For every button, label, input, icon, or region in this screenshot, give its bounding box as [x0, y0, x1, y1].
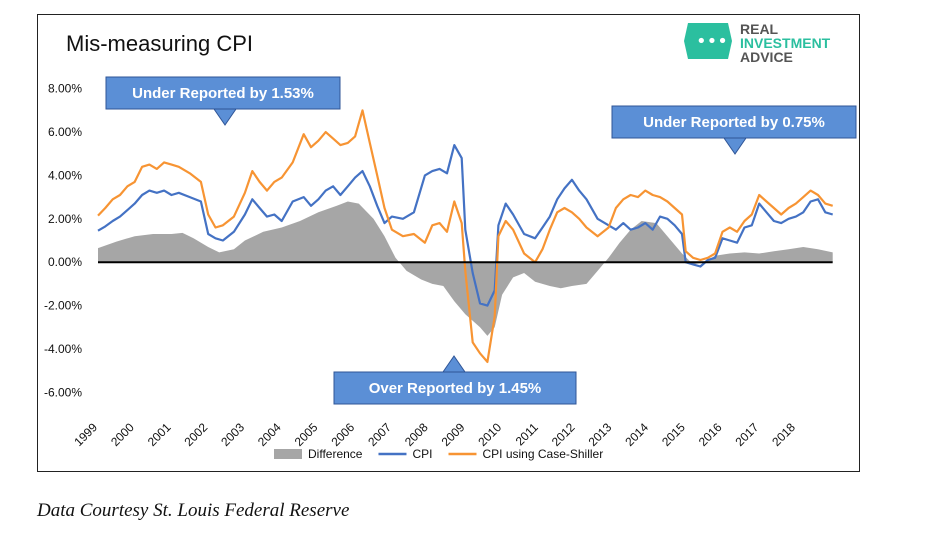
legend-swatch-area [274, 449, 302, 459]
x-axis: 1999 2000 2001 2002 2003 2004 2005 2006 2007 2008… [71, 420, 798, 449]
source-caption: Data Courtesy St. Louis Federal Reserve [37, 500, 350, 521]
x-tick-label: 2000 [108, 420, 137, 449]
series-layer [97, 109, 834, 363]
callout-box [105, 76, 341, 110]
dots-glyph-icon: ••• [696, 31, 728, 52]
callout-text: Under Reported by 1.53% [132, 85, 314, 102]
y-axis: 8.00% 6.00% 4.00% 2.00% 0.00% -2.00% -4.00% -6.… [44, 82, 82, 400]
y-tick-label: 6.00% [48, 125, 82, 139]
x-tick-label: 2003 [218, 420, 247, 449]
chart: Mis-measuring CPI ••• REAL INVESTMENT AD… [44, 21, 857, 461]
x-tick-label: 2008 [402, 420, 431, 449]
x-tick-label: 2004 [255, 420, 284, 449]
callout-arrow-up-icon [442, 355, 466, 373]
x-tick-label: 2007 [365, 420, 394, 449]
series-line-cpi [97, 144, 834, 307]
callout-text: Under Reported by 0.75% [643, 114, 825, 131]
y-tick-label: -4.00% [44, 342, 82, 356]
callout-box [333, 371, 577, 405]
y-tick-label: -6.00% [44, 385, 82, 399]
callout-text: Over Reported by 1.45% [369, 380, 542, 397]
shield-logo-icon [684, 23, 732, 59]
x-tick-label: 1999 [71, 420, 100, 449]
x-tick-label: 2013 [586, 420, 615, 449]
legend: Difference CPI CPI using Case-Shiller [274, 447, 603, 461]
callout-arrow-down-icon [213, 108, 237, 126]
callout-arrow-down-icon [723, 137, 747, 155]
x-tick-label: 2010 [475, 420, 504, 449]
x-tick-label: 2009 [439, 420, 468, 449]
x-tick-label: 2016 [696, 420, 725, 449]
legend-entry: CPI [412, 447, 432, 461]
y-tick-label: 8.00% [48, 82, 82, 96]
x-tick-label: 2002 [182, 420, 211, 449]
chart-title: Mis-measuring CPI [66, 31, 253, 56]
x-tick-label: 2011 [513, 420, 541, 448]
x-tick-label: 2015 [659, 420, 688, 449]
y-tick-label: 2.00% [48, 212, 82, 226]
legend-entry: CPI using Case-Shiller [483, 447, 604, 461]
series-line-cpi-using-case-shiller [97, 109, 834, 363]
x-tick-label: 2018 [769, 420, 798, 449]
brand-line-1: REAL [740, 21, 779, 37]
y-tick-label: -2.00% [44, 299, 82, 313]
chart-frame: Mis-measuring CPI ••• REAL INVESTMENT AD… [37, 14, 860, 472]
x-tick-label: 2012 [549, 420, 578, 449]
callout-box [611, 105, 857, 139]
y-tick-label: 0.00% [48, 255, 82, 269]
x-tick-label: 2014 [622, 420, 651, 449]
callouts: Under Reported by 1.53% Under Reported by… [105, 76, 857, 405]
brand-line-2: INVESTMENT [740, 35, 831, 51]
brand-line-3: ADVICE [740, 49, 793, 65]
x-tick-label: 2001 [145, 420, 174, 449]
legend-entry: Difference [308, 447, 363, 461]
x-tick-label: 2017 [733, 420, 762, 449]
x-tick-label: 2006 [328, 420, 357, 449]
x-tick-label: 2005 [292, 420, 321, 449]
y-tick-label: 4.00% [48, 168, 82, 182]
brand-logo: ••• REAL INVESTMENT ADVICE [684, 21, 831, 65]
